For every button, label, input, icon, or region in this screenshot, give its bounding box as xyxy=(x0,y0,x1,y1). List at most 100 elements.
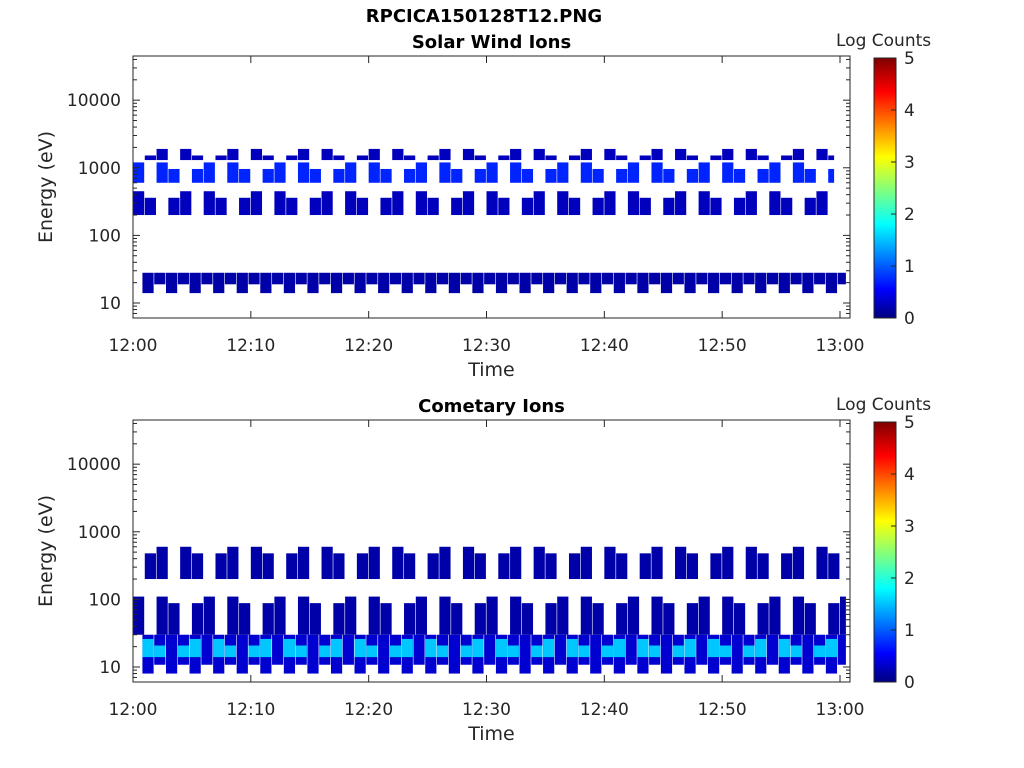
spectrogram-cell xyxy=(283,638,296,658)
spectrogram-cell xyxy=(814,645,826,658)
spectrogram-cell xyxy=(227,162,239,183)
spectrogram-cell xyxy=(616,553,628,580)
spectrogram-cell xyxy=(342,272,354,285)
spectrogram-cell xyxy=(224,272,237,285)
spectrogram-cell xyxy=(580,162,592,183)
spectrogram-cell xyxy=(604,546,616,580)
spectrogram-cell xyxy=(627,162,640,183)
spectrogram-cell xyxy=(651,148,663,161)
spectrogram-cell xyxy=(557,191,569,216)
spectrogram-cell xyxy=(790,272,802,285)
spectrogram-cell xyxy=(404,168,416,183)
x-tick-label: 13:00 xyxy=(816,336,865,356)
colorbar-tick-label: 5 xyxy=(904,49,915,69)
x-tick-label: 12:20 xyxy=(344,336,393,356)
spectrogram-cell xyxy=(837,634,846,665)
spectrogram-cell xyxy=(180,148,192,161)
spectrogram-cell xyxy=(578,645,590,658)
axes-frame xyxy=(132,419,851,683)
band-mid-energy xyxy=(133,596,846,635)
x-tick-label: 12:10 xyxy=(226,336,275,356)
spectrogram-cell xyxy=(201,634,213,665)
spectrogram-cell xyxy=(625,272,637,285)
spectrogram-cell xyxy=(177,645,189,658)
colorbar-tick-label: 4 xyxy=(904,101,915,121)
spectrogram-cell xyxy=(356,197,369,216)
spectrogram-cell xyxy=(342,634,354,665)
spectrogram-cell xyxy=(330,272,343,294)
spectrogram-cell xyxy=(675,148,687,161)
spectrogram-cell xyxy=(825,638,838,658)
spectrogram-cell xyxy=(696,272,708,285)
spectrogram-cell xyxy=(448,634,460,674)
spectrogram-cell xyxy=(191,168,204,183)
spectrogram-cell xyxy=(404,603,416,635)
x-tick-label: 13:00 xyxy=(816,700,865,720)
spectrogram-cell xyxy=(180,191,192,216)
spectrogram-cell xyxy=(590,634,602,674)
spectrogram-cell xyxy=(413,634,425,665)
spectrogram-cell xyxy=(191,553,204,580)
spectrogram-cell xyxy=(448,272,460,294)
spectrogram-cell xyxy=(722,596,734,635)
spectrogram-cell xyxy=(486,191,498,216)
spectrogram-cell xyxy=(309,168,321,183)
spectrogram-cell xyxy=(766,634,779,665)
spectrogram-cell xyxy=(462,148,475,161)
spectrogram-cell xyxy=(389,272,402,285)
spectrogram-cell xyxy=(260,638,272,658)
spectrogram-cell xyxy=(345,162,357,183)
spectrogram-cell xyxy=(180,546,192,580)
spectrogram-cell xyxy=(142,272,154,294)
spectrogram-cell xyxy=(580,596,592,635)
spectrogram-cell xyxy=(802,634,814,674)
spectrogram-cell xyxy=(168,197,180,216)
cometary-title: Cometary Ions xyxy=(418,396,565,417)
spectrogram-cell xyxy=(460,272,472,285)
spectrogram-cell xyxy=(604,191,616,216)
spectrogram-cell xyxy=(474,603,486,635)
spectrogram-cell xyxy=(154,645,166,658)
spectrogram-cell xyxy=(356,155,369,161)
spectrogram-cell xyxy=(262,155,274,161)
spectrogram-cell xyxy=(816,546,828,580)
spectrogram-cell xyxy=(557,162,569,183)
spectrogram-cell xyxy=(333,603,345,635)
spectrogram-cell xyxy=(592,168,604,183)
spectrogram-cell xyxy=(274,162,286,183)
spectrogram-cell xyxy=(545,603,557,635)
spectrogram-cell xyxy=(177,272,189,285)
spectrogram-cell xyxy=(392,191,404,216)
band-mid-energy xyxy=(133,191,828,216)
spectrogram-cell xyxy=(745,148,757,161)
colorbar-tick-label: 3 xyxy=(904,517,915,537)
colorbar-tick-label: 5 xyxy=(904,413,915,433)
spectrogram-cell xyxy=(319,272,331,285)
spectrogram-cell xyxy=(686,168,699,183)
spectrogram-cell xyxy=(309,197,321,216)
spectrogram-cell xyxy=(601,645,614,658)
spectrogram-cell xyxy=(637,272,649,294)
spectrogram-cell xyxy=(462,191,475,216)
spectrogram-cell xyxy=(427,197,439,216)
y-tick-label: 1000 xyxy=(78,159,121,179)
spectrogram-cell xyxy=(378,634,390,674)
spectrogram-cell xyxy=(189,638,201,658)
spectrogram-cell xyxy=(804,603,816,635)
spectrogram-cell xyxy=(543,272,555,294)
spectrogram-cell xyxy=(307,272,319,294)
spectrogram-cell xyxy=(554,634,567,665)
spectrogram-cell xyxy=(191,603,204,635)
spectrogram-cell xyxy=(484,272,496,285)
spectrogram-cell xyxy=(616,168,628,183)
x-tick-label: 12:40 xyxy=(580,336,629,356)
spectrogram-cell xyxy=(154,272,166,285)
spectrogram-cell xyxy=(486,162,498,183)
spectrogram-cell xyxy=(203,162,215,183)
spectrogram-cell xyxy=(215,155,227,161)
spectrogram-cell xyxy=(731,272,743,294)
spectrogram-cell xyxy=(460,645,472,658)
spectrogram-cell xyxy=(133,162,145,183)
spectrogram-cell xyxy=(802,272,814,294)
spectrogram-cell xyxy=(696,634,708,665)
